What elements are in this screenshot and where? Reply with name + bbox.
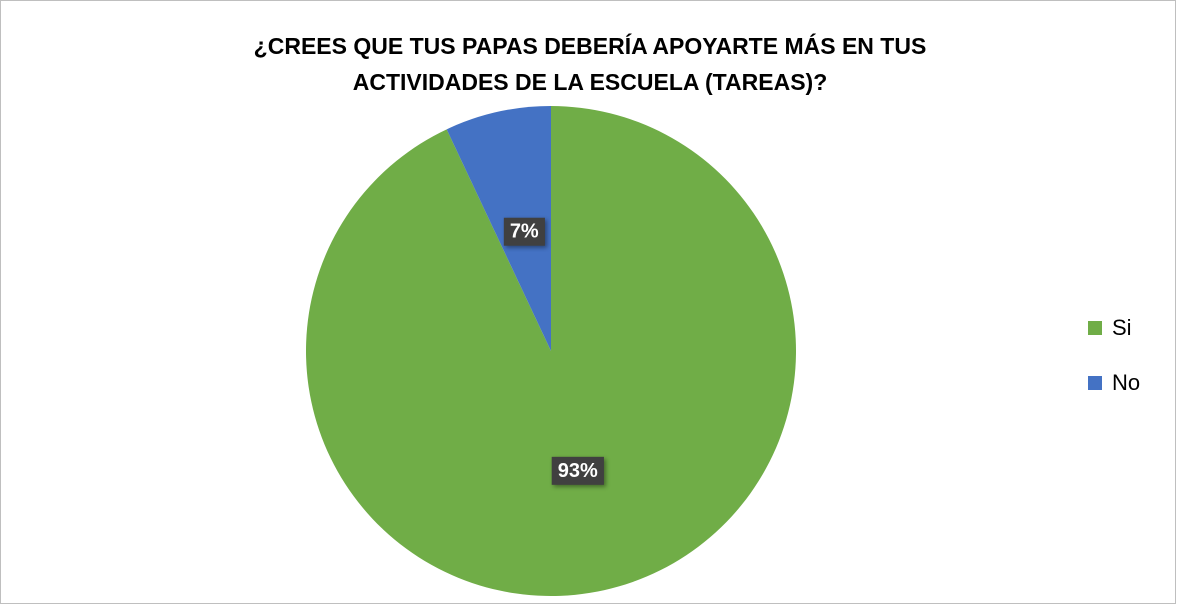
- chart-title: ¿CREES QUE TUS PAPAS DEBERÍA APOYARTE MÁ…: [254, 32, 927, 59]
- legend-label: Si: [1112, 315, 1132, 340]
- pie-slice: [446, 106, 551, 351]
- legend-swatch: [1088, 321, 1102, 335]
- legend-swatch: [1088, 376, 1102, 390]
- data-label-box: [503, 217, 545, 246]
- legend-label: No: [1112, 370, 1140, 395]
- data-label-box: [551, 456, 604, 485]
- chart-title: ACTIVIDADES DE LA ESCUELA (TAREAS)?: [353, 69, 828, 95]
- data-label: 93%: [558, 460, 598, 482]
- data-label: 7%: [510, 221, 539, 243]
- pie-slice: [305, 106, 796, 596]
